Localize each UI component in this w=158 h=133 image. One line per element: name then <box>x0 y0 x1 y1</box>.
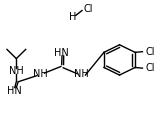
Text: Cl: Cl <box>145 47 155 57</box>
Text: Cl: Cl <box>145 63 155 73</box>
Text: NH: NH <box>9 66 24 76</box>
Text: NH: NH <box>33 69 48 79</box>
Text: NH: NH <box>74 69 89 79</box>
Text: HN: HN <box>54 48 69 58</box>
Text: H: H <box>69 12 76 22</box>
Text: HN: HN <box>7 86 21 96</box>
Text: Cl: Cl <box>84 4 93 14</box>
